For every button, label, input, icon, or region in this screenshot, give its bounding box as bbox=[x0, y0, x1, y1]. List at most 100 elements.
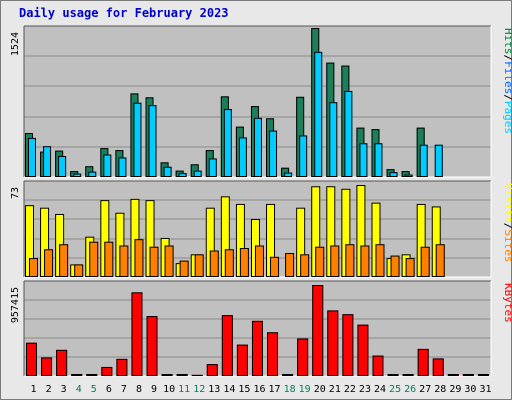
sites-bar bbox=[285, 253, 295, 277]
sites-bar-outline bbox=[44, 249, 54, 277]
sites-bar-outline bbox=[119, 245, 129, 277]
hits-panel bbox=[23, 25, 492, 178]
files-bar-outline bbox=[73, 173, 82, 177]
kbytes-bar-outline bbox=[267, 332, 279, 377]
files-bar-fill bbox=[88, 171, 97, 177]
files-bar-fill bbox=[374, 143, 383, 177]
day-label: 1 bbox=[31, 384, 37, 395]
sites-bar-outline bbox=[29, 258, 38, 277]
files-bar-fill bbox=[329, 102, 338, 177]
sites-bar bbox=[360, 245, 370, 277]
day-label: 19 bbox=[299, 384, 311, 395]
files-bar bbox=[374, 143, 383, 177]
day-label: 6 bbox=[106, 384, 112, 395]
files-bar bbox=[88, 171, 97, 177]
files-bar-fill bbox=[223, 109, 232, 177]
day-label: 18 bbox=[284, 384, 296, 395]
sites-bar-outline bbox=[89, 241, 99, 277]
visits-bar-fill bbox=[235, 203, 245, 277]
sites-bar bbox=[300, 254, 310, 277]
legend-kbytes: KBytes bbox=[502, 283, 512, 323]
sites-bar bbox=[270, 256, 280, 277]
files-bar-outline bbox=[329, 102, 338, 177]
files-bar bbox=[223, 109, 232, 177]
kbytes-bar bbox=[86, 374, 98, 376]
sites-bar-fill bbox=[59, 244, 69, 277]
sites-bar-outline bbox=[405, 258, 415, 277]
kbytes-bar bbox=[41, 357, 53, 377]
sites-bar bbox=[149, 246, 159, 277]
files-bar-fill bbox=[193, 170, 202, 177]
files-bar-fill bbox=[269, 130, 278, 177]
sites-bar-fill bbox=[194, 254, 204, 277]
kbytes-bar-outline bbox=[71, 374, 83, 376]
sites-bar-outline bbox=[345, 244, 355, 278]
visits-bar-fill bbox=[115, 212, 125, 277]
sites-bar-outline bbox=[239, 248, 249, 278]
sites-bar-outline bbox=[254, 245, 264, 277]
sites-bar bbox=[315, 246, 325, 277]
kbytes-bar-fill bbox=[357, 324, 369, 376]
kbytes-bar-fill bbox=[342, 314, 354, 376]
sites-bar-fill bbox=[270, 256, 280, 277]
day-label: 5 bbox=[91, 384, 97, 395]
chart-title: Daily usage for February 2023 bbox=[19, 6, 229, 20]
kbytes-bar-outline bbox=[432, 358, 444, 377]
files-bar-outline bbox=[103, 154, 112, 177]
sites-bar-fill bbox=[149, 246, 159, 277]
files-bar-outline bbox=[434, 144, 443, 177]
kbytes-bar bbox=[357, 324, 369, 376]
files-bar bbox=[58, 155, 67, 178]
legend-visits: Visits bbox=[502, 183, 512, 223]
kbytes-ymax-label: 957415 bbox=[10, 287, 21, 323]
hits-ymax-label: 1524 bbox=[10, 32, 21, 56]
kbytes-bar-outline bbox=[221, 315, 233, 376]
kbytes-bar-fill bbox=[312, 285, 324, 376]
kbytes-bar bbox=[26, 342, 37, 376]
sites-bar-outline bbox=[420, 246, 430, 277]
files-bar-outline bbox=[43, 146, 52, 178]
kbytes-bar-outline bbox=[297, 338, 309, 377]
sites-bar-fill bbox=[420, 246, 430, 277]
kbytes-bar-outline bbox=[161, 374, 173, 376]
visits-bar-fill bbox=[371, 202, 381, 277]
files-bar-fill bbox=[404, 174, 413, 177]
sites-bar-fill bbox=[345, 244, 355, 277]
files-bar bbox=[359, 143, 368, 177]
day-label: 16 bbox=[253, 384, 265, 395]
kbytes-bar-fill bbox=[206, 364, 218, 376]
kbytes-bar bbox=[56, 349, 68, 376]
files-bar-fill bbox=[419, 144, 428, 177]
files-bar-outline bbox=[208, 158, 217, 178]
sites-bar-outline bbox=[330, 245, 340, 277]
day-label: 25 bbox=[389, 384, 401, 395]
files-bar bbox=[118, 157, 127, 178]
files-bar bbox=[269, 130, 278, 177]
visits-legend: Visits/Sites bbox=[502, 183, 512, 263]
day-label: 13 bbox=[208, 384, 220, 395]
files-bar-fill bbox=[238, 137, 247, 177]
day-label: 20 bbox=[314, 384, 326, 395]
files-bar-fill bbox=[284, 172, 293, 177]
sites-bar-outline bbox=[134, 239, 144, 278]
day-label: 3 bbox=[61, 384, 67, 395]
visits-bar-fill bbox=[356, 185, 366, 277]
sites-bar-outline bbox=[74, 264, 84, 277]
kbytes-bar-fill bbox=[372, 355, 384, 376]
kbytes-bar bbox=[251, 320, 263, 376]
sites-bar-outline bbox=[300, 254, 310, 277]
sites-bar bbox=[59, 244, 69, 278]
visits-bar-fill bbox=[205, 207, 215, 277]
files-bar-outline bbox=[133, 102, 142, 177]
visits-bar-fill bbox=[311, 186, 321, 277]
sites-bar-outline bbox=[104, 241, 114, 277]
sites-bar-fill bbox=[134, 239, 144, 277]
kbytes-bar bbox=[176, 374, 188, 376]
day-label: 12 bbox=[193, 384, 205, 395]
kbytes-bar-outline bbox=[447, 374, 459, 376]
sites-bar-fill bbox=[239, 248, 249, 277]
files-bar bbox=[28, 137, 36, 178]
sites-bar bbox=[345, 244, 355, 278]
sites-bar-fill bbox=[74, 264, 84, 277]
visits-bar-fill bbox=[25, 205, 34, 277]
